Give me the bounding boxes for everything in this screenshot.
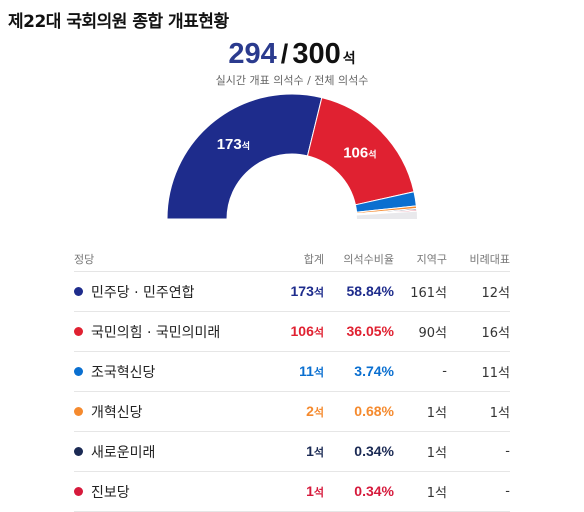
seat-ratio: 3.74% (354, 363, 394, 379)
party-name: 민주당 · 민주연합 (91, 284, 195, 301)
party-color-dot (74, 406, 83, 416)
seat-arc-6 (356, 209, 418, 216)
seat-separator: / (280, 39, 289, 69)
total-seats-value: 2 (306, 403, 314, 419)
header-total: 합계 (258, 246, 324, 272)
table-header-row: 정당 합계 의석수비율 지역구 비례대표 (74, 246, 510, 272)
party-results-table: 정당 합계 의석수비율 지역구 비례대표 민주당 · 민주연합 173석 58.84… (74, 246, 510, 512)
party-name: 조국혁신당 (91, 364, 156, 381)
seat-arc-1 (166, 93, 323, 220)
total-seats-value: 1 (306, 483, 314, 499)
district-seats: 161석 (394, 271, 447, 312)
district-seats: 1석 (394, 431, 447, 472)
proportional-seats: 11석 (447, 351, 510, 392)
counted-seats: 294 (228, 38, 277, 70)
total-cell: 1석 (258, 431, 324, 472)
party-color-dot (74, 446, 83, 456)
table-body: 민주당 · 민주연합 173석 58.84% 161석 12석 국민의힘 · 국민의미래 1… (74, 271, 510, 512)
proportional-seats: 16석 (447, 311, 510, 352)
ratio-cell: 58.84% (324, 271, 394, 312)
party-name: 진보당 (91, 484, 130, 501)
total-seats-value: 11 (299, 363, 314, 379)
seat-ratio: 58.84% (346, 283, 394, 299)
total-seats-unit: 석 (313, 366, 324, 379)
party-cell: 조국혁신당 (74, 351, 258, 392)
ratio-cell: 0.68% (324, 391, 394, 432)
seat-summary: 294/300 석 (0, 38, 584, 71)
district-seats: 1석 (394, 471, 447, 512)
header-proportional: 비례대표 (447, 246, 510, 272)
party-cell: 민주당 · 민주연합 (74, 271, 258, 312)
table-row: 새로운미래 1석 0.34% 1석 - (74, 431, 510, 472)
total-seats-value: 1 (306, 443, 314, 459)
proportional-seats: 1석 (447, 391, 510, 432)
proportional-seats: - (447, 431, 510, 472)
party-name: 새로운미래 (91, 444, 156, 461)
proportional-seats: - (447, 471, 510, 512)
total-seats-unit: 석 (313, 486, 324, 499)
table-row: 진보당 1석 0.34% 1석 - (74, 471, 510, 512)
party-color-dot (74, 366, 83, 376)
proportional-seats: 12석 (447, 271, 510, 312)
ratio-cell: 36.05% (324, 311, 394, 352)
party-cell: 진보당 (74, 471, 258, 512)
total-seats-value: 173 (290, 283, 314, 299)
total-seats-unit: 석 (313, 326, 324, 339)
party-name: 국민의힘 · 국민의미래 (91, 324, 221, 341)
seat-ratio: 0.34% (354, 483, 394, 499)
party-cell: 새로운미래 (74, 431, 258, 472)
seat-ratio: 0.34% (354, 443, 394, 459)
total-cell: 11석 (258, 351, 324, 392)
table-row: 조국혁신당 11석 3.74% -11석 (74, 351, 510, 392)
seat-ratio: 0.68% (354, 403, 394, 419)
district-seats: 90석 (394, 311, 447, 352)
ratio-cell: 0.34% (324, 471, 394, 512)
header-ratio: 의석수비율 (324, 246, 394, 272)
district-seats: 1석 (394, 391, 447, 432)
total-cell: 173석 (258, 271, 324, 312)
table-row: 개혁신당 2석 0.68% 1석 1석 (74, 391, 510, 432)
total-cell: 1석 (258, 471, 324, 512)
party-color-dot (74, 286, 83, 296)
ratio-cell: 0.34% (324, 431, 394, 472)
party-color-dot (74, 486, 83, 496)
seat-ratio: 36.05% (346, 323, 394, 339)
total-cell: 2석 (258, 391, 324, 432)
party-cell: 개혁신당 (74, 391, 258, 432)
header-district: 지역구 (394, 246, 447, 272)
total-seats: 300 (292, 38, 341, 70)
seat-unit: 석 (342, 51, 356, 67)
seat-half-donut-chart: 173석 106석 (166, 93, 418, 220)
table-row: 민주당 · 민주연합 173석 58.84% 161석 12석 (74, 271, 510, 312)
party-name: 개혁신당 (91, 404, 143, 421)
page-title: 제22대 국회의원 종합 개표현황 (8, 12, 229, 32)
header-party: 정당 (74, 246, 258, 272)
summary-subtitle: 실시간 개표 의석수 / 전체 의석수 (215, 74, 369, 87)
total-seats-unit: 석 (313, 406, 324, 419)
seat-arc-label-2: 106석 (343, 145, 376, 162)
district-seats: - (394, 351, 447, 392)
seat-arc-label-1: 173석 (217, 136, 250, 153)
total-seats-value: 106 (290, 323, 314, 339)
party-cell: 국민의힘 · 국민의미래 (74, 311, 258, 352)
total-seats-unit: 석 (313, 286, 324, 299)
party-color-dot (74, 326, 83, 336)
total-cell: 106석 (258, 311, 324, 352)
ratio-cell: 3.74% (324, 351, 394, 392)
total-seats-unit: 석 (313, 446, 324, 459)
table-row: 국민의힘 · 국민의미래 106석 36.05% 90석 16석 (74, 311, 510, 352)
